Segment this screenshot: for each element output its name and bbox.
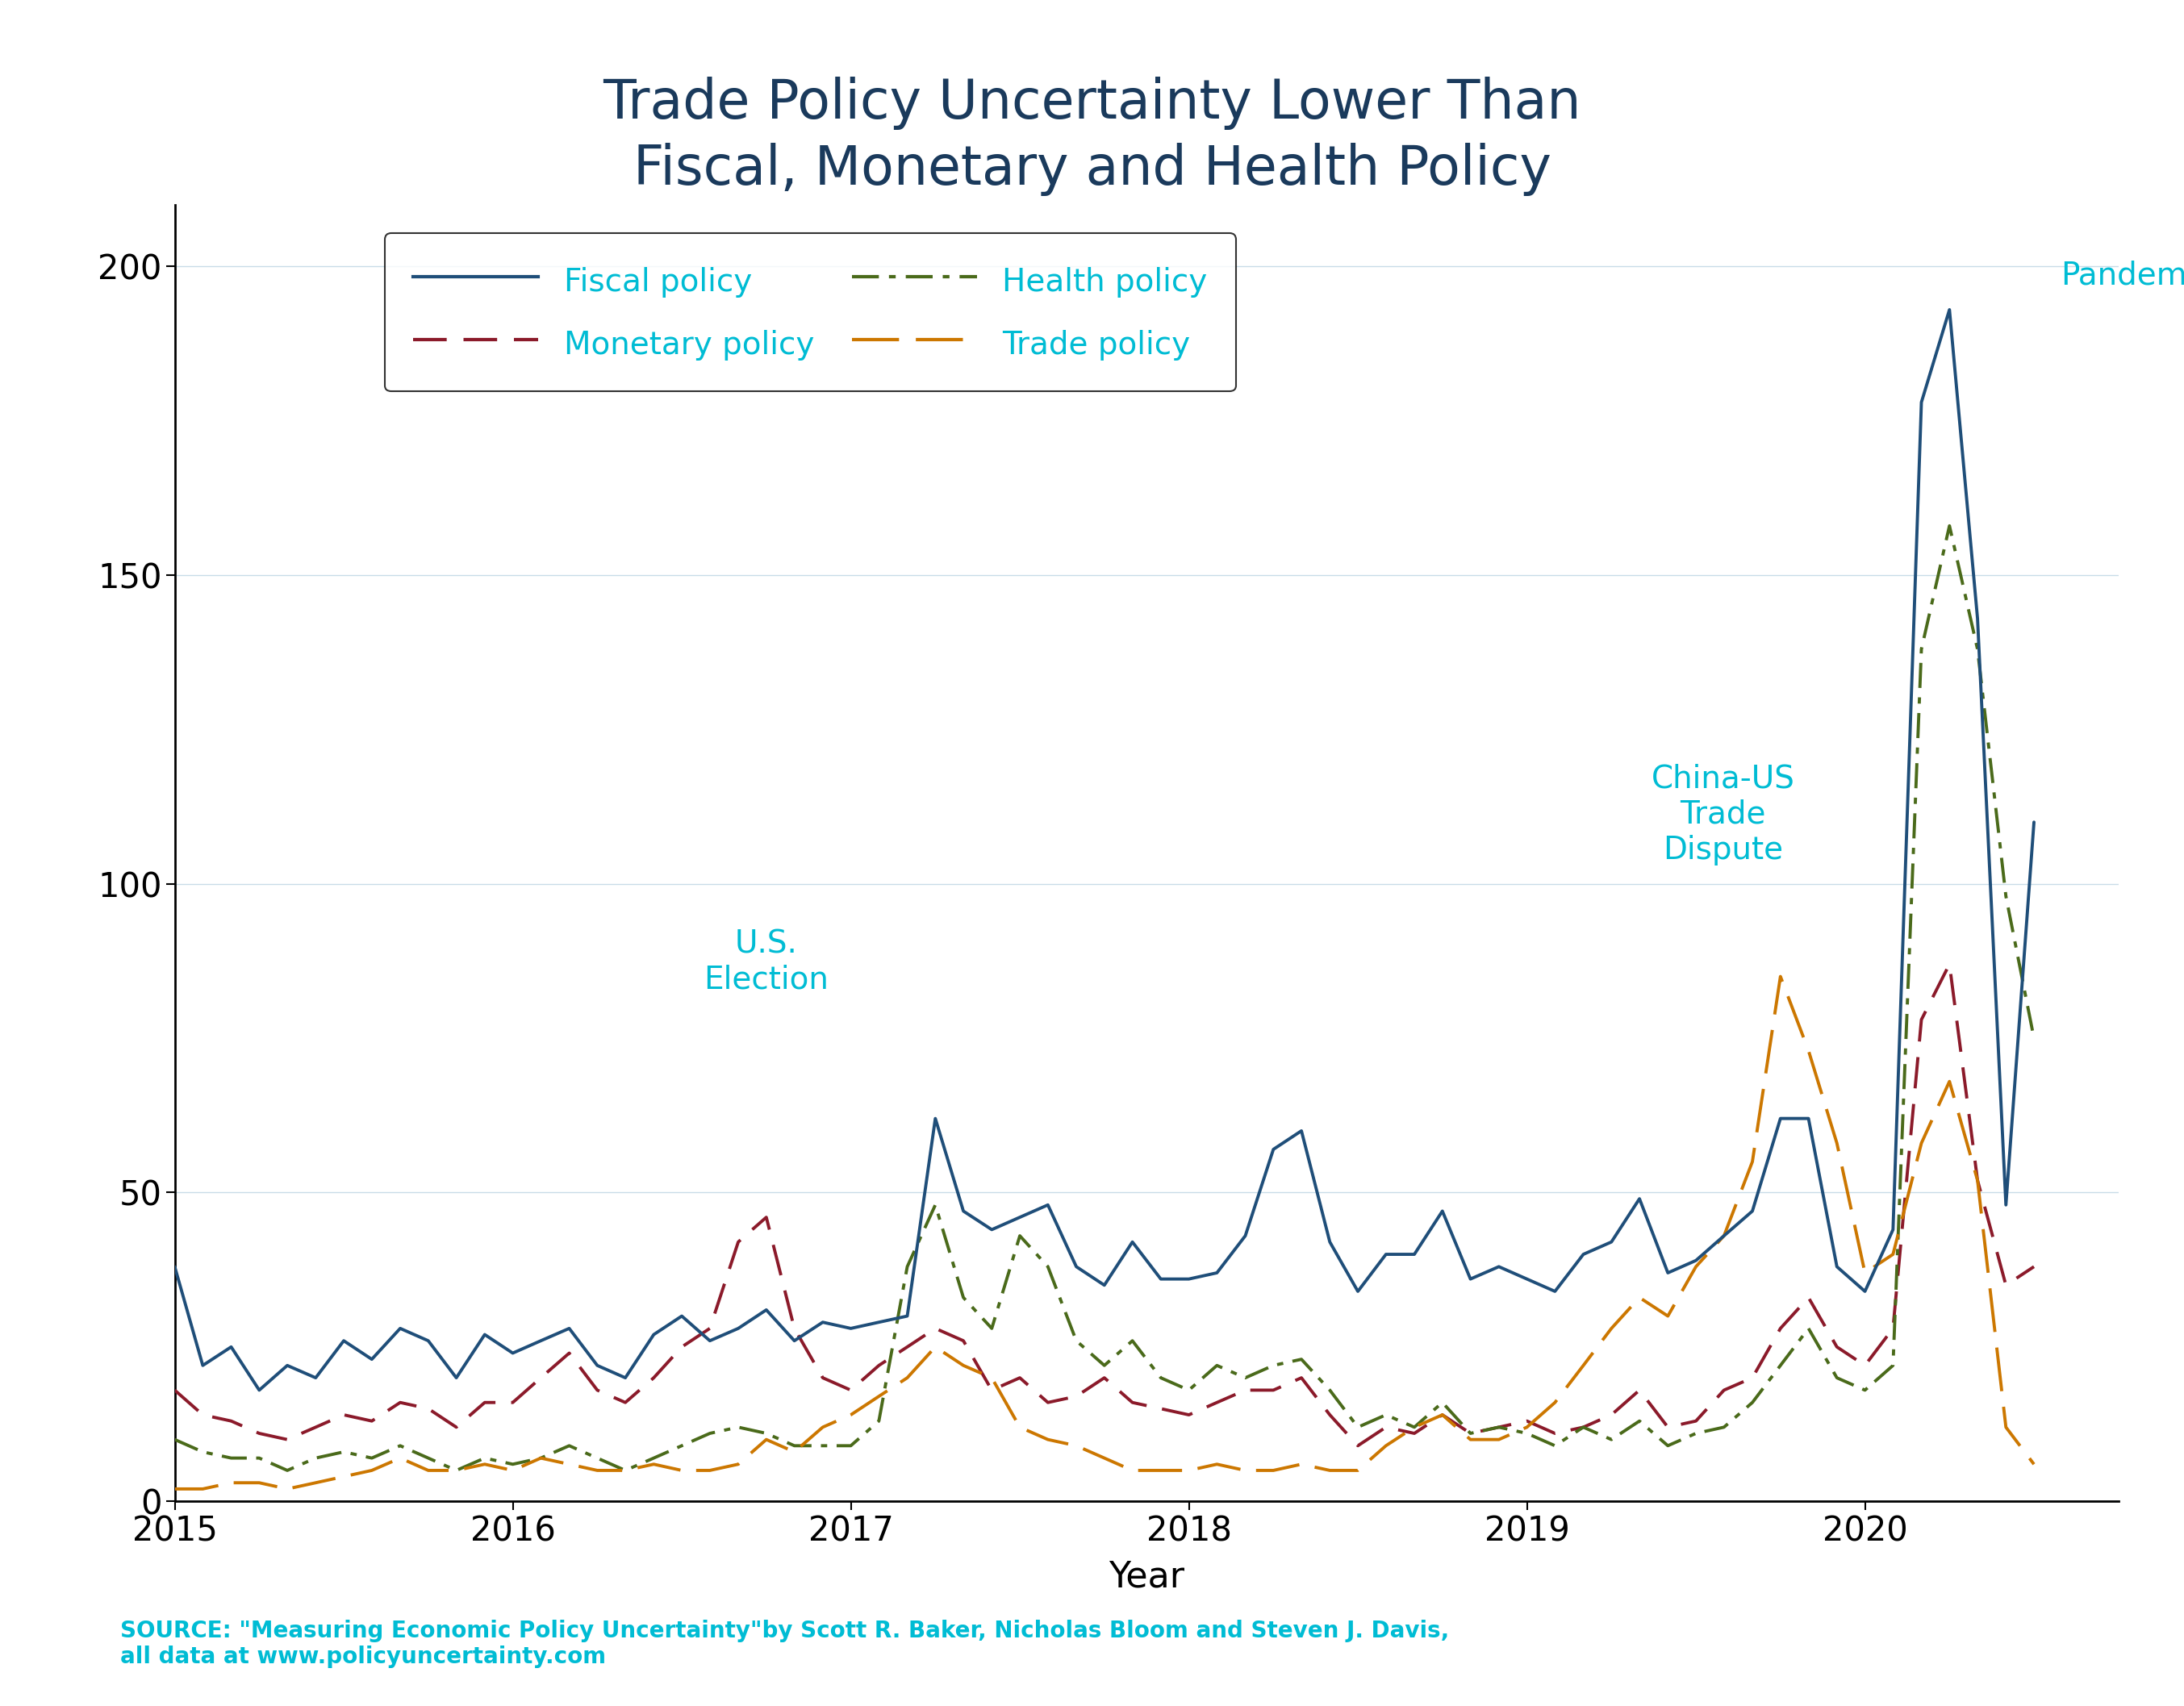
- Text: China-US
Trade
Dispute: China-US Trade Dispute: [1651, 764, 1795, 865]
- Text: Trade Policy Uncertainty Lower Than
Fiscal, Monetary and Health Policy: Trade Policy Uncertainty Lower Than Fisc…: [603, 77, 1581, 196]
- Legend: Fiscal policy, Monetary policy, Health policy, Trade policy: Fiscal policy, Monetary policy, Health p…: [384, 234, 1236, 391]
- Text: U.S.
Election: U.S. Election: [703, 928, 828, 995]
- X-axis label: Year: Year: [1109, 1559, 1184, 1593]
- Text: SOURCE: "Measuring Economic Policy Uncertainty"by Scott R. Baker, Nicholas Bloom: SOURCE: "Measuring Economic Policy Uncer…: [120, 1619, 1450, 1668]
- Text: Pandemic: Pandemic: [2062, 261, 2184, 292]
